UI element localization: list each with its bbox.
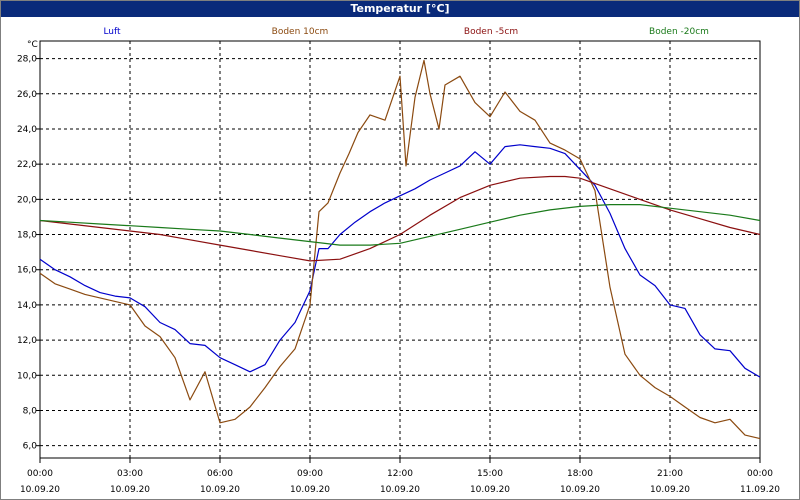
x-tick-date-label: 10.09.20 [290, 485, 330, 495]
y-tick-label: 8,0 [23, 406, 38, 416]
x-tick-time-label: 18:00 [567, 469, 593, 479]
y-axis-unit: °C [27, 40, 38, 50]
grid [40, 41, 760, 458]
y-tick-label: 10,0 [17, 371, 37, 381]
x-tick-time-label: 06:00 [207, 469, 233, 479]
x-tick-date-label: 10.09.20 [110, 485, 150, 495]
x-tick-date-label: 10.09.20 [470, 485, 510, 495]
y-tick-label: 16,0 [17, 266, 37, 276]
y-tick-label: 14,0 [17, 301, 37, 311]
x-tick-date-label: 11.09.20 [740, 485, 780, 495]
series-line-boden-10cm [39, 59, 761, 440]
x-tick-time-label: 00:00 [747, 469, 773, 479]
x-tick-time-label: 09:00 [297, 469, 323, 479]
x-tick-time-label: 03:00 [117, 469, 143, 479]
y-tick-label: 22,0 [17, 160, 37, 170]
series-lines [39, 59, 761, 440]
y-tick-label: 20,0 [17, 195, 37, 205]
series-line-boden-20cm [39, 204, 761, 246]
x-tick-time-label: 21:00 [657, 469, 683, 479]
y-tick-label: 26,0 [17, 90, 37, 100]
legend: Luft Boden 10cm Boden -5cm Boden -20cm [103, 27, 709, 37]
y-tick-label: 6,0 [23, 442, 38, 452]
x-tick-date-label: 10.09.20 [650, 485, 690, 495]
legend-entry-boden-10cm: Boden 10cm [272, 27, 329, 37]
y-tick-label: 12,0 [17, 336, 37, 346]
y-tick-label: 18,0 [17, 231, 37, 241]
y-axis-ticks: 6,0 8,0 10,0 12,0 14,0 16,0 18,0 20,0 22,0 24,0 26… [17, 55, 40, 452]
title-bar: Temperatur [°C] [1, 1, 799, 17]
x-tick-date-label: 10.09.20 [560, 485, 600, 495]
x-tick-date-label: 10.09.20 [380, 485, 420, 495]
legend-entry-boden-5cm: Boden -5cm [464, 27, 518, 37]
legend-entry-luft: Luft [103, 27, 121, 37]
x-tick-time-label: 15:00 [477, 469, 503, 479]
x-tick-date-label: 10.09.20 [200, 485, 240, 495]
x-tick-time-label: 00:00 [27, 469, 53, 479]
x-tick-time-label: 12:00 [387, 469, 413, 479]
y-tick-label: 28,0 [17, 55, 37, 65]
x-axis-ticks: 00:00 10.09.20 03:00 10.09.20 06:00 10.09.20 0… [20, 458, 780, 495]
series-line-boden-5cm [39, 175, 761, 262]
x-tick-date-label: 10.09.20 [20, 485, 60, 495]
y-tick-label: 24,0 [17, 125, 37, 135]
series-line-luft [39, 144, 761, 378]
legend-entry-boden-20cm: Boden -20cm [649, 27, 709, 37]
